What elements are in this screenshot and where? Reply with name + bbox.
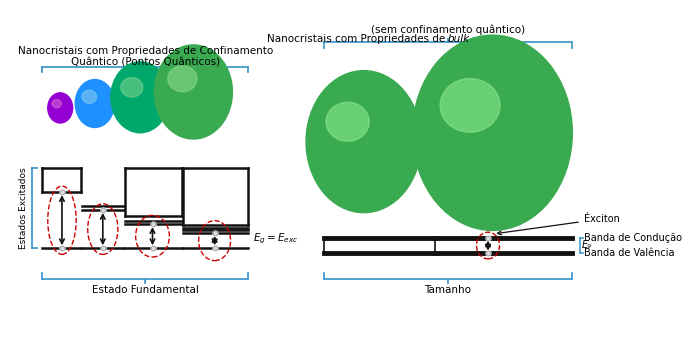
Text: E₉: E₉ bbox=[582, 240, 592, 251]
Ellipse shape bbox=[306, 71, 421, 213]
Ellipse shape bbox=[412, 35, 572, 231]
Text: $\mathit{E}_g = \mathit{E}_{exc}$: $\mathit{E}_g = \mathit{E}_{exc}$ bbox=[253, 231, 298, 246]
Text: Banda de Valência: Banda de Valência bbox=[584, 249, 674, 258]
Ellipse shape bbox=[326, 102, 369, 141]
Ellipse shape bbox=[52, 100, 61, 108]
Text: Nanocristais com Propriedades de: Nanocristais com Propriedades de bbox=[267, 34, 448, 44]
Ellipse shape bbox=[440, 78, 500, 132]
Ellipse shape bbox=[154, 45, 233, 139]
Text: Éxciton: Éxciton bbox=[497, 214, 619, 235]
Text: (sem confinamento quântico): (sem confinamento quântico) bbox=[371, 25, 525, 35]
Ellipse shape bbox=[121, 77, 143, 97]
Ellipse shape bbox=[82, 90, 97, 103]
Text: Estados Excitados: Estados Excitados bbox=[19, 167, 28, 249]
Text: bulk: bulk bbox=[448, 34, 470, 44]
Ellipse shape bbox=[75, 79, 115, 128]
Ellipse shape bbox=[168, 66, 197, 92]
Text: Estado Fundamental: Estado Fundamental bbox=[92, 284, 199, 295]
Text: Tamanho: Tamanho bbox=[425, 284, 471, 295]
Ellipse shape bbox=[110, 62, 169, 133]
Text: Nanocristais com Propriedades de Confinamento
Quântico (Pontos Quânticos): Nanocristais com Propriedades de Confina… bbox=[18, 46, 273, 68]
Ellipse shape bbox=[48, 93, 73, 123]
Text: Banda de Condução: Banda de Condução bbox=[584, 233, 682, 242]
